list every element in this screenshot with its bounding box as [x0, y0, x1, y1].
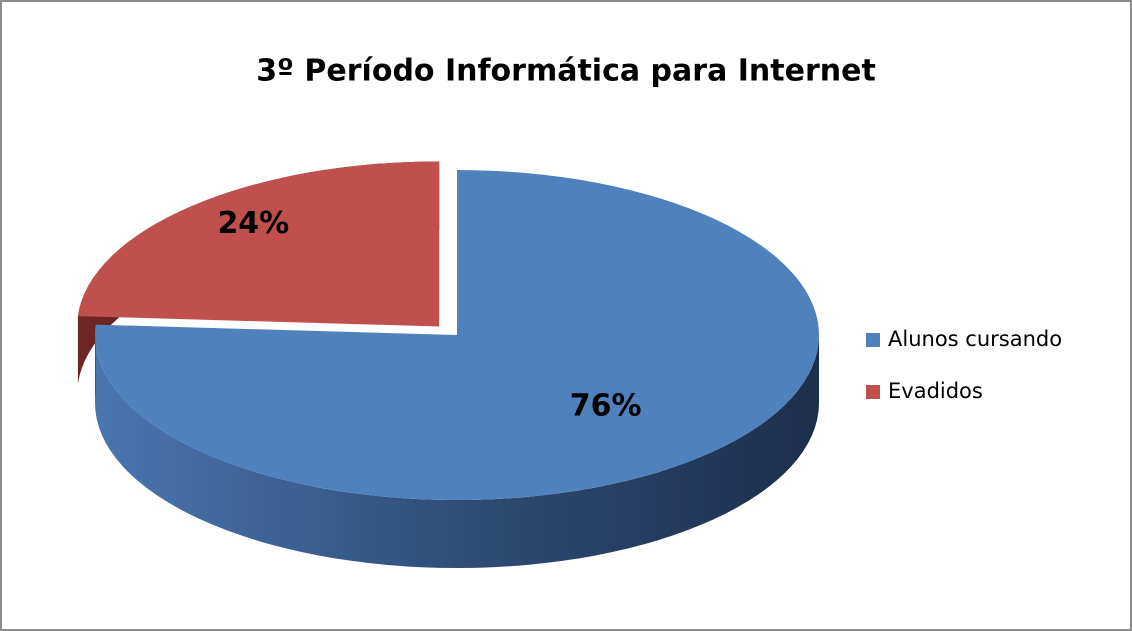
slice-side — [95, 335, 819, 568]
legend-label: Evadidos — [888, 379, 983, 403]
legend-swatch — [866, 333, 880, 347]
slice — [77, 161, 440, 327]
slice — [95, 170, 820, 500]
legend-swatch — [866, 385, 880, 399]
data-label: 76% — [570, 389, 642, 424]
chart-title: 3º Período Informática para Internet — [256, 54, 876, 89]
slice-side — [95, 324, 96, 403]
data-label: 24% — [217, 206, 289, 241]
legend-label: Alunos cursando — [888, 327, 1062, 351]
